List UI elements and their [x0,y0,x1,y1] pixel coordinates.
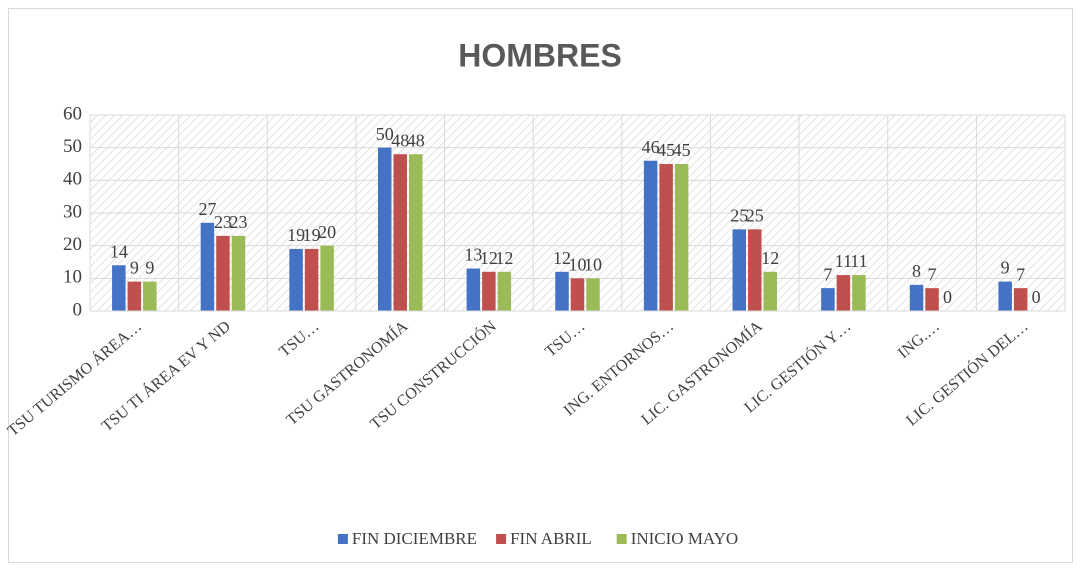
bar [320,245,334,311]
value-label: 46 [642,137,660,157]
value-label: 48 [407,130,425,150]
value-label: 9 [130,258,139,278]
bar [586,278,600,311]
bar [674,164,689,311]
chart-title: HOMBRES [458,37,622,73]
value-label: 7 [1016,264,1025,284]
y-tick-label: 50 [63,136,82,157]
bar [127,281,142,311]
value-label: 23 [229,212,247,232]
value-label: 45 [673,140,691,160]
legend-swatch [337,534,348,544]
value-label: 23 [214,212,232,232]
value-label: 48 [391,130,409,150]
value-label: 10 [584,254,602,274]
value-label: 19 [303,225,321,245]
bar [289,248,303,311]
bar [377,147,392,311]
bar [304,248,319,311]
value-label: 12 [480,248,498,268]
value-label: 11 [835,251,852,271]
bar [763,271,778,311]
bar [143,281,157,311]
value-label: 0 [1032,287,1041,307]
bar [112,265,126,311]
value-label: 10 [569,254,587,274]
value-label: 9 [145,258,154,278]
bar [852,275,866,311]
value-label: 11 [850,251,867,271]
legend-label: FIN DICIEMBRE [352,529,477,548]
value-label: 50 [376,124,394,144]
value-label: 0 [943,287,952,307]
bar [466,268,481,311]
value-label: 20 [318,222,336,242]
bar [555,271,569,311]
legend-label: INICIO MAYO [631,529,739,548]
y-tick-label: 60 [63,103,82,124]
bar [732,229,747,311]
value-label: 25 [746,205,764,225]
value-label: 25 [730,205,748,225]
bar [821,288,835,311]
y-tick-label: 10 [63,267,82,288]
bar [216,235,230,311]
bar [1013,288,1028,311]
y-tick-label: 40 [63,169,82,190]
legend-swatch [616,534,627,544]
bar [998,281,1012,311]
bar [497,271,512,311]
value-label: 12 [495,248,513,268]
value-label: 19 [287,225,305,245]
bar [482,271,496,311]
value-label: 12 [761,248,779,268]
value-label: 45 [657,140,675,160]
legend-swatch [496,534,507,544]
bar [570,278,585,311]
value-label: 14 [110,241,128,261]
value-label: 7 [823,264,832,284]
value-label: 7 [928,264,937,284]
bar [231,235,246,311]
bar [925,288,939,311]
bar [748,229,762,311]
bar [909,284,924,311]
value-label: 12 [553,248,571,268]
bar [200,222,215,311]
legend-label: FIN ABRIL [510,529,592,548]
bar [643,160,658,311]
bar [659,164,673,311]
value-label: 9 [1001,258,1010,278]
value-label: 27 [198,199,216,219]
y-tick-label: 0 [73,299,83,320]
y-tick-label: 20 [63,234,82,255]
bar [393,154,407,311]
y-tick-label: 30 [63,201,82,222]
value-label: 13 [464,245,482,265]
bar [408,154,423,311]
value-label: 8 [912,261,921,281]
bar [836,275,851,311]
